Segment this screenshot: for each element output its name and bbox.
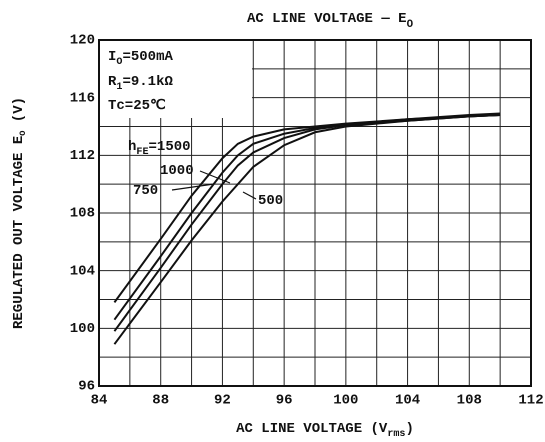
annotation-part: =9.1kΩ [122,74,173,90]
y-axis-label: REGULATED OUT VOLTAGE EO (V) [11,97,29,329]
y-axis-label-part: REGULATED OUT VOLTAGE E [11,136,27,329]
y-axis-label-part: (V) [11,97,27,131]
chart-title-part: AC LINE VOLTAGE — E [247,11,407,27]
x-axis-label-sub: rms [387,429,405,440]
x-tick-label: 108 [457,393,482,409]
annotation-box [100,41,252,118]
chart-title: AC LINE VOLTAGE — EO [247,11,414,31]
x-axis-label-part: ) [405,421,413,437]
x-tick-label: 88 [152,393,169,409]
series-label: 1000 [160,163,194,179]
leader-line [171,183,215,191]
annotation-part: =500mA [122,49,173,65]
annotation-part: Tc=25℃ [108,98,166,114]
series-label-part: =1500 [149,139,191,155]
x-tick-label: 96 [276,393,293,409]
series-line [113,113,501,345]
annotation: Tc=25℃ [108,98,166,114]
y-tick-label: 112 [70,148,95,164]
annotation-part: I [108,49,116,65]
series-label-part: 750 [133,183,158,199]
annotation: R1=9.1kΩ [108,74,173,93]
annotation-sub: O [116,57,122,68]
series-label-part: h [128,139,136,155]
y-tick-label: 100 [70,321,95,337]
x-tick-label: 100 [333,393,358,409]
y-axis-label-sub: O [18,131,28,136]
series-label: hFE=1500 [128,139,191,158]
series-label: 750 [133,183,158,199]
annotation-part: R [108,74,117,90]
y-tick-label: 96 [78,379,95,395]
annotation: IO=500mA [108,49,173,68]
series-line [113,113,501,321]
x-tick-label: 84 [91,393,108,409]
y-tick-label: 108 [70,206,95,222]
x-tick-label: 104 [395,393,420,409]
x-tick-label: 112 [518,393,543,409]
chart-title-sub: O [407,19,414,31]
leader-line [242,191,257,200]
series-label-part: 1000 [160,163,194,179]
y-tick-label: 120 [70,33,95,49]
x-axis-label-part: AC LINE VOLTAGE (V [236,421,388,437]
plot-frame [98,39,532,387]
y-tick-label: 104 [70,263,95,279]
series-label-part: 500 [258,193,283,209]
annotation-sub: 1 [116,82,122,93]
series-label: 500 [258,193,283,209]
x-tick-label: 92 [214,393,231,409]
x-axis-label: AC LINE VOLTAGE (Vrms) [236,421,414,440]
y-tick-label: 116 [70,90,95,106]
series-label-sub: FE [136,147,148,158]
